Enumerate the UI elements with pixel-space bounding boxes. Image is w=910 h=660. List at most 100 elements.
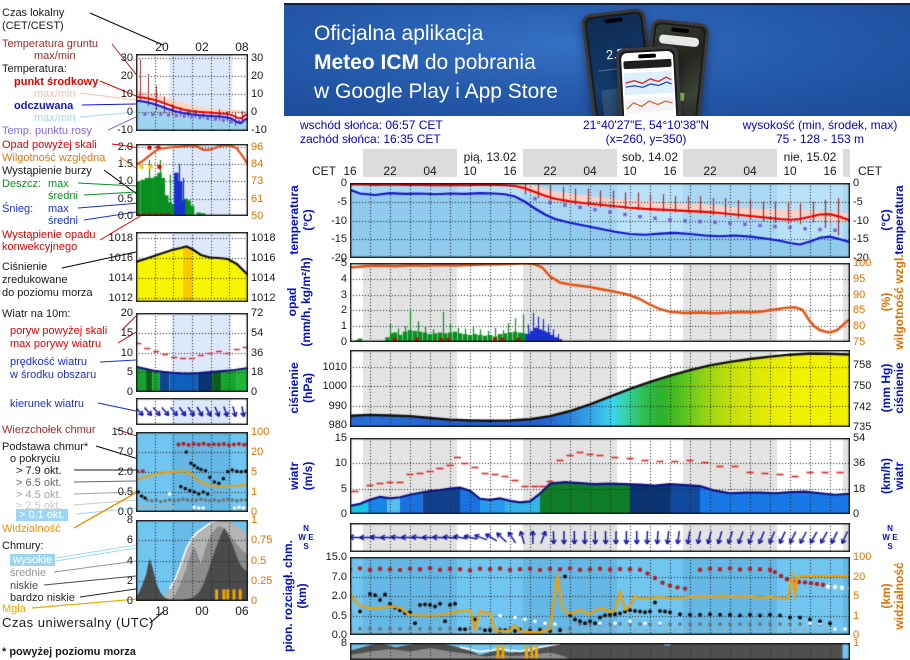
tick-label: 0	[340, 336, 347, 348]
grid-xy-text: (x=260, y=350)	[605, 132, 687, 146]
tick-label: 2.0	[331, 590, 347, 602]
tick-label: 758	[853, 359, 872, 372]
tick-label: 0	[853, 629, 860, 641]
main-cisn-chart	[350, 350, 850, 427]
tick-label: -10	[331, 214, 347, 227]
tick-label: 5	[340, 482, 347, 495]
mini-dir-chart	[136, 398, 248, 425]
tick-label: 30	[120, 51, 133, 64]
tick-label: 1000	[322, 380, 347, 393]
tick-label: 7.0	[331, 570, 347, 583]
tick-label: 0	[126, 386, 133, 398]
mini-wiatr-chart	[136, 313, 248, 392]
tick-label: 73	[251, 175, 264, 188]
tick-label: 1	[853, 637, 860, 649]
compass-w: W	[882, 533, 890, 542]
tick-label: -15	[331, 233, 347, 246]
tick-label: 0	[340, 177, 347, 189]
phone-meteogram-mockup	[615, 45, 683, 116]
mini-x-label-top: 02	[195, 40, 209, 54]
legend-item: bardzo niskie	[10, 592, 75, 604]
compass-s: S	[303, 542, 309, 551]
mini-clouds-chart	[136, 432, 248, 512]
tick-label: 20	[251, 446, 264, 458]
tick-label: 18	[853, 482, 866, 495]
legend-item: max	[48, 203, 69, 215]
hour-label: 16	[343, 164, 357, 178]
legend-item: kierunek wiatru	[10, 398, 84, 410]
sunset-text: zachód słońca: 16:35 CET	[300, 132, 441, 146]
axis-title-wind-right: wiatr	[892, 461, 906, 491]
altitude-label: wysokość (min, środek, max)	[742, 118, 898, 132]
tick-label: 0	[126, 105, 133, 118]
tick-label: 54	[251, 326, 264, 339]
tick-label: 96	[251, 140, 264, 153]
tick-label: 0	[251, 595, 258, 607]
tick-label: 4	[340, 272, 347, 285]
legend-item: max porywy wiatru	[10, 338, 102, 350]
tick-label: 1018	[251, 232, 276, 244]
legend-item: Wierzchołek chmur	[2, 424, 96, 436]
legend-item: Ciśnienie	[2, 261, 48, 273]
legend-item: Wilgotność względna	[2, 152, 106, 164]
hour-label: 10	[463, 164, 477, 178]
tick-label: -10	[853, 214, 869, 227]
legend-item: konwekcyjnego	[2, 241, 78, 253]
mini-cisn-chart	[136, 232, 248, 302]
legend-item: * powyżej poziomu morza	[2, 646, 136, 658]
app-promo-banner[interactable]: Oficjalna aplikacja Meteo ICM do pobrani…	[284, 3, 910, 116]
legend-item: Deszcz:	[2, 178, 42, 190]
hour-label: 16	[663, 164, 677, 178]
axis-title-humidity: wilgotność wzgl.	[892, 254, 906, 350]
tick-label: 0.25	[251, 574, 273, 587]
cet-right: CET	[858, 164, 882, 178]
tick-label: 1	[853, 609, 860, 622]
legend-item: średni	[48, 215, 78, 227]
tick-label: 0.75	[251, 534, 273, 547]
legend-item: w środku obszaru	[10, 369, 97, 381]
tick-label: 8	[126, 514, 133, 526]
tick-label: 100	[853, 551, 872, 563]
legend-item: Temperatura gruntu	[2, 38, 98, 50]
tick-label: 3	[340, 288, 347, 301]
compass-we: W E	[880, 533, 900, 542]
legend-item: do poziomu morza	[2, 287, 93, 299]
tick-label: -10	[251, 124, 267, 137]
banner-line3: w Google Play i App Store	[314, 80, 558, 103]
tick-label: 0.5	[251, 554, 267, 567]
main-dir-chart	[350, 523, 850, 552]
axis-unit-km-left: (km)	[295, 583, 309, 609]
tick-label: 1018	[108, 232, 133, 244]
main-temp-chart	[350, 183, 850, 258]
tick-label: 7.0	[117, 446, 133, 458]
main-opad-chart	[350, 263, 850, 342]
sun-times: wschód słońca: 06:57 CET zachód słońca: …	[300, 118, 443, 146]
coordinates: 21°40'27"E, 54°10'38"N (x=260, y=350)	[560, 118, 732, 146]
tick-label: 10	[334, 457, 347, 470]
hour-label: 22	[383, 164, 397, 178]
legend-item: Wiatr na 10m:	[2, 308, 71, 320]
mini-x-label-top: 08	[235, 40, 249, 54]
phone-meteogram-screen	[620, 50, 678, 116]
legend-item: Wystąpienie burzy	[2, 165, 92, 177]
tick-label: -20	[853, 252, 869, 264]
tick-label: 990	[328, 399, 347, 412]
compass-e: E	[892, 533, 898, 542]
tick-label: 15	[120, 326, 133, 339]
legend-item: max/min	[34, 88, 76, 100]
tick-label: 1016	[108, 252, 133, 264]
hour-label: 22	[703, 164, 717, 178]
tick-label: 5	[126, 366, 133, 379]
axis-title-visibility: widzialność	[892, 562, 906, 630]
legend-item: punkt środkowy	[14, 76, 99, 88]
legend-item: średnie	[10, 567, 47, 579]
axis-title-pressure-right: ciśnienie	[892, 362, 906, 414]
tick-label: 5	[853, 590, 860, 602]
tick-label: 18	[251, 366, 264, 379]
hour-label: 16	[503, 164, 517, 178]
legend-item: Podstawa chmur*	[2, 441, 89, 453]
cet-left: CET	[312, 164, 336, 178]
tick-label: 0	[340, 508, 347, 520]
tick-label: 10	[251, 87, 264, 100]
